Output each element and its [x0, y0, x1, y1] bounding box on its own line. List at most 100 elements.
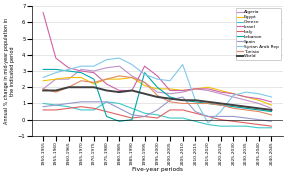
- Spain: [92, 101, 96, 103]
- Greece: [105, 101, 108, 103]
- Line: Syrian Arab Rep: Syrian Arab Rep: [43, 58, 272, 123]
- Spain: [206, 115, 210, 118]
- Lebanon: [206, 102, 210, 105]
- Y-axis label: Annual % change in mid-year population in
the indicated period: Annual % change in mid-year population i…: [4, 18, 15, 124]
- Algeria: [244, 99, 248, 101]
- Israel: [54, 57, 58, 59]
- Line: Algeria: Algeria: [43, 66, 272, 108]
- Algeria: [270, 107, 273, 109]
- Syrian Arab Rep: [117, 57, 121, 59]
- Italy: [105, 111, 108, 113]
- Tunisia: [206, 102, 210, 105]
- World: [219, 102, 222, 105]
- Greece: [67, 106, 70, 108]
- Syrian Arab Rep: [130, 64, 134, 66]
- World: [232, 104, 235, 106]
- World: [41, 89, 45, 92]
- World: [244, 106, 248, 108]
- Algeria: [67, 78, 70, 80]
- Egypt: [41, 80, 45, 82]
- Israel: [194, 88, 197, 90]
- Egypt: [130, 76, 134, 78]
- Tunisia: [105, 78, 108, 80]
- Tunisia: [181, 102, 184, 105]
- Greece: [232, 125, 235, 127]
- Tunisia: [168, 101, 172, 103]
- Greece: [219, 125, 222, 127]
- Israel: [270, 101, 273, 103]
- Israel: [143, 65, 146, 67]
- Algeria: [219, 93, 222, 95]
- Israel: [130, 89, 134, 92]
- Syrian Arab Rep: [219, 111, 222, 113]
- Greece: [79, 109, 83, 111]
- Syrian Arab Rep: [194, 99, 197, 101]
- Spain: [181, 96, 184, 98]
- Lebanon: [79, 72, 83, 74]
- Tunisia: [270, 114, 273, 116]
- Israel: [168, 89, 172, 92]
- Spain: [232, 115, 235, 118]
- Italy: [41, 109, 45, 111]
- Israel: [79, 70, 83, 72]
- Algeria: [194, 88, 197, 90]
- World: [130, 89, 134, 92]
- Italy: [257, 124, 261, 126]
- Line: Israel: Israel: [43, 13, 272, 102]
- Egypt: [143, 84, 146, 87]
- Egypt: [244, 96, 248, 98]
- Italy: [270, 125, 273, 127]
- World: [67, 86, 70, 88]
- Lebanon: [92, 78, 96, 80]
- Tunisia: [232, 107, 235, 109]
- World: [168, 98, 172, 100]
- Lebanon: [54, 68, 58, 70]
- Syrian Arab Rep: [168, 80, 172, 82]
- Tunisia: [143, 81, 146, 83]
- Spain: [156, 109, 159, 111]
- Spain: [270, 120, 273, 122]
- Israel: [244, 96, 248, 98]
- Greece: [206, 124, 210, 126]
- Greece: [156, 114, 159, 116]
- World: [54, 89, 58, 92]
- Line: Spain: Spain: [43, 97, 272, 121]
- Lebanon: [232, 106, 235, 108]
- Tunisia: [79, 80, 83, 82]
- Line: World: World: [43, 87, 272, 110]
- Spain: [257, 119, 261, 121]
- Algeria: [156, 91, 159, 93]
- Israel: [92, 72, 96, 74]
- Algeria: [130, 75, 134, 77]
- Syrian Arab Rep: [232, 94, 235, 96]
- Line: Greece: Greece: [43, 102, 272, 128]
- Algeria: [168, 93, 172, 95]
- Lebanon: [181, 99, 184, 101]
- Lebanon: [143, 72, 146, 74]
- Spain: [143, 115, 146, 118]
- Greece: [54, 104, 58, 106]
- Italy: [156, 117, 159, 119]
- Egypt: [232, 93, 235, 95]
- Lebanon: [156, 86, 159, 88]
- Spain: [79, 101, 83, 103]
- Syrian Arab Rep: [270, 96, 273, 98]
- Lebanon: [244, 107, 248, 109]
- Syrian Arab Rep: [41, 76, 45, 78]
- Greece: [143, 112, 146, 114]
- World: [270, 109, 273, 111]
- Tunisia: [219, 104, 222, 106]
- Italy: [143, 115, 146, 118]
- Italy: [54, 109, 58, 111]
- Italy: [244, 122, 248, 124]
- Tunisia: [257, 111, 261, 113]
- Lebanon: [117, 120, 121, 122]
- World: [206, 101, 210, 103]
- Egypt: [219, 89, 222, 92]
- Egypt: [194, 88, 197, 90]
- Algeria: [143, 81, 146, 83]
- Tunisia: [54, 91, 58, 93]
- Spain: [219, 115, 222, 118]
- Line: Lebanon: Lebanon: [43, 69, 272, 121]
- Spain: [168, 99, 172, 101]
